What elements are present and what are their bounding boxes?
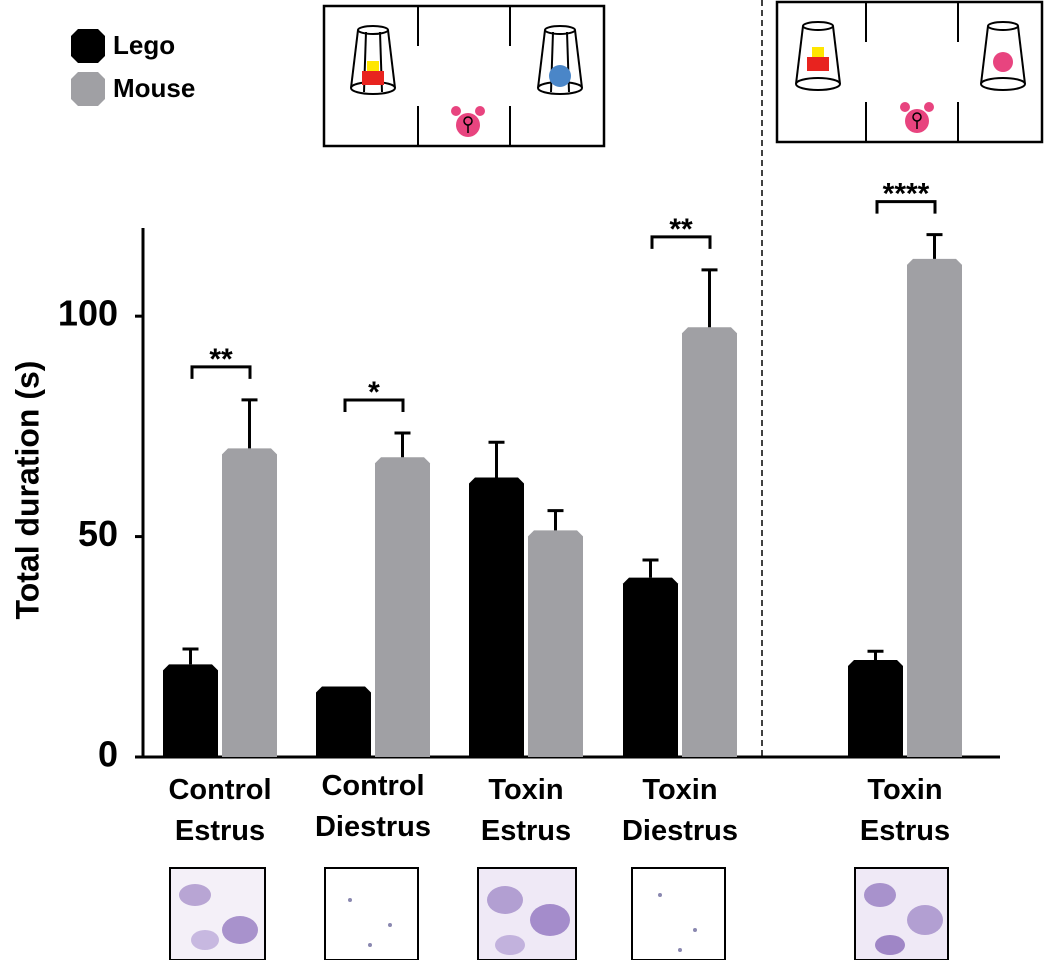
significance-label: ** — [669, 213, 693, 246]
bar — [316, 686, 371, 757]
significance-bracket — [190, 365, 252, 379]
bar — [375, 457, 430, 757]
bar — [623, 577, 678, 757]
arena-diagram — [775, 0, 1044, 144]
bar — [222, 448, 277, 757]
x-tick-label: Toxin Diestrus — [621, 774, 739, 847]
error-bar — [182, 647, 199, 665]
x-tick-label: Control Diestrus — [314, 770, 432, 843]
error-bar — [701, 268, 718, 328]
significance-bracket — [650, 235, 712, 249]
x-tick-label: Control Estrus — [168, 774, 272, 847]
error-bar — [642, 558, 659, 578]
error-bar — [488, 440, 505, 478]
legend-label: Mouse — [113, 73, 195, 103]
y-tick-label: 100 — [58, 293, 118, 334]
significance-bracket — [343, 398, 405, 412]
smear-images — [169, 867, 949, 960]
y-tick-label: 0 — [98, 734, 118, 775]
error-bar — [394, 431, 411, 458]
y-axis-label: Total duration (s) — [9, 361, 45, 620]
bar — [848, 660, 903, 757]
legend-marker — [71, 29, 105, 63]
bar — [682, 327, 737, 757]
arena-diagram — [322, 4, 606, 148]
bar — [907, 258, 962, 757]
legend-marker — [71, 72, 105, 106]
bar — [163, 664, 218, 757]
significance-label: * — [368, 376, 380, 409]
error-bar — [547, 509, 564, 531]
error-bar — [867, 649, 884, 661]
x-tick-label: Toxin Estrus — [859, 774, 951, 847]
error-bar — [926, 233, 943, 259]
error-bar — [241, 398, 258, 449]
y-tick-label: 50 — [78, 513, 118, 554]
significance-label: ** — [209, 343, 233, 376]
bar — [528, 530, 583, 757]
legend-label: Lego — [113, 30, 175, 60]
bar — [469, 477, 524, 757]
significance-bracket — [875, 200, 937, 214]
significance-label: **** — [883, 178, 930, 211]
x-tick-label: Toxin Estrus — [480, 774, 572, 847]
